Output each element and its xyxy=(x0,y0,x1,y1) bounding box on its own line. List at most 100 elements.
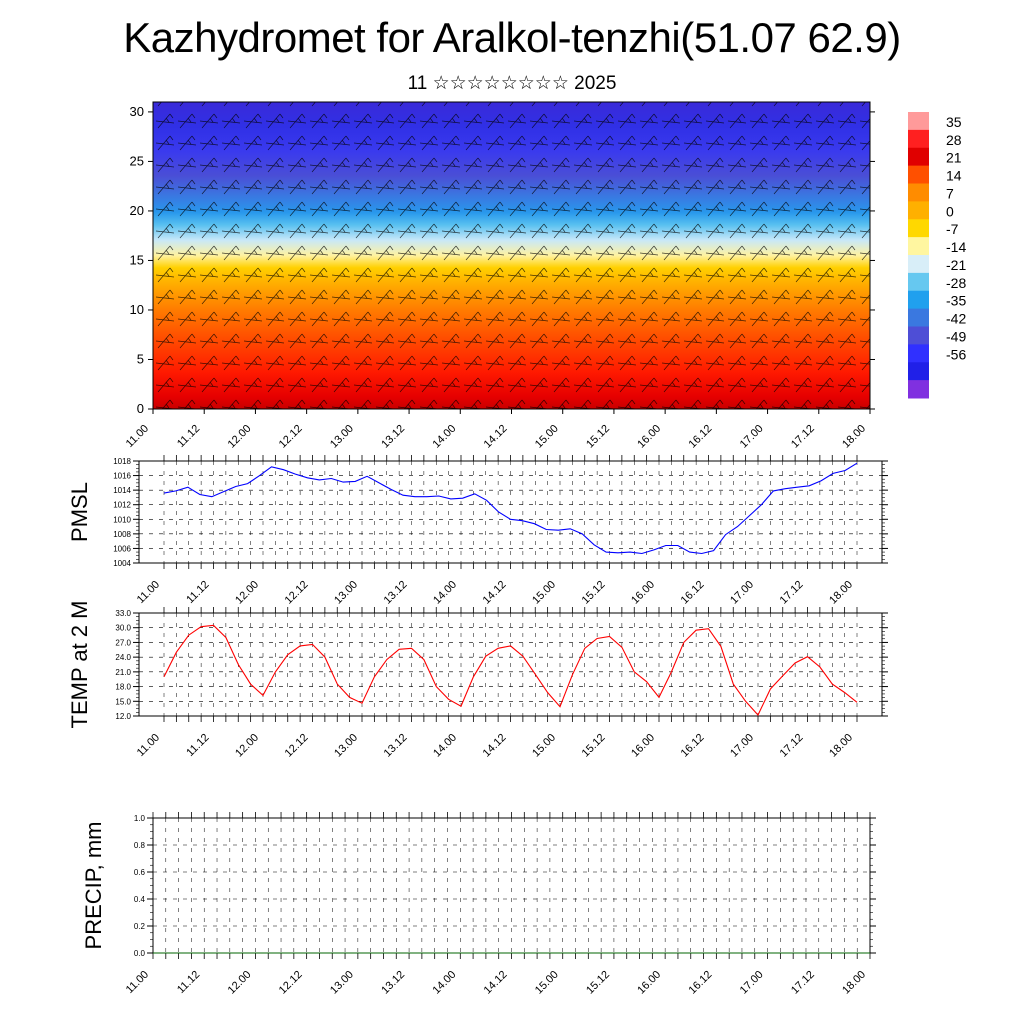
heatmap-x-tick-label: 15.00 xyxy=(533,423,561,451)
y-tick-label: 1.0 xyxy=(134,814,146,823)
x-tick-label: 15.12 xyxy=(580,579,608,607)
colorbar-swatch xyxy=(908,165,929,184)
heatmap-y-tick-label: 20 xyxy=(130,203,144,218)
colorbar-label: -7 xyxy=(946,221,959,237)
y-tick-label: 0.4 xyxy=(134,895,146,904)
page-title: Kazhydromet for Aralkol-tenzhi(51.07 62.… xyxy=(123,14,901,61)
heatmap-x-tick-label: 18.00 xyxy=(840,423,868,451)
colorbar-swatch xyxy=(908,201,929,220)
x-tick-label: 15.12 xyxy=(580,732,608,760)
heatmap-y-tick-label: 10 xyxy=(130,302,144,317)
heatmap-x-tick-label: 14.12 xyxy=(482,423,510,451)
colorbar-swatch xyxy=(908,308,929,327)
y-tick-label: 1012 xyxy=(113,501,131,510)
x-tick-label: 17.00 xyxy=(738,969,766,997)
y-tick-label: 33.0 xyxy=(115,609,131,618)
colorbar-label: -56 xyxy=(946,346,966,362)
x-tick-label: 13.00 xyxy=(328,969,356,997)
y-tick-label: 0.0 xyxy=(134,949,146,958)
x-tick-label: 18.00 xyxy=(840,969,868,997)
colorbar-label: -28 xyxy=(946,275,966,291)
t2m-line xyxy=(163,624,858,716)
heatmap-x-tick-label: 16.12 xyxy=(687,423,715,451)
heatmap-x-tick-label: 13.00 xyxy=(328,423,356,451)
colorbar-swatch xyxy=(908,272,929,292)
x-tick-label: 12.12 xyxy=(277,969,305,997)
heatmap-x-tick-label: 12.00 xyxy=(226,423,254,451)
x-tick-label: 11.12 xyxy=(184,732,211,759)
y-tick-label: 12.0 xyxy=(115,712,131,721)
page-subtitle: 11 ☆☆☆☆☆☆☆☆ 2025 xyxy=(407,73,617,94)
panel-t2m: 12.0 15.0 18.0 21.0 24.0 27.0 30.0 33.0 11.00 11.… xyxy=(67,601,888,760)
colorbar-label: 7 xyxy=(946,185,954,201)
x-tick-label: 12.12 xyxy=(283,579,311,607)
x-tick-label: 11.00 xyxy=(135,579,162,606)
colorbar-swatch xyxy=(908,237,929,256)
x-tick-label: 17.00 xyxy=(728,579,756,607)
x-tick-label: 15.00 xyxy=(533,969,561,997)
x-tick-label: 15.12 xyxy=(584,969,612,997)
pmsl-line xyxy=(163,462,858,555)
y-tick-label: 1016 xyxy=(113,472,131,481)
y-tick-label: 21.0 xyxy=(115,668,131,677)
y-axis-label: TEMP at 2 M xyxy=(67,601,92,729)
x-tick-label: 13.12 xyxy=(379,969,407,997)
x-tick-label: 16.00 xyxy=(629,732,657,760)
heatmap-y-tick-label: 5 xyxy=(137,351,144,366)
x-tick-label: 14.00 xyxy=(431,732,459,760)
x-tick-label: 11.00 xyxy=(124,969,151,996)
chart-panels: 0 5 10 15 20 25 30 11.00 11.12 12.00 12.12 13.00 13.… xyxy=(67,101,966,997)
heatmap-field xyxy=(153,102,870,409)
colorbar-swatch xyxy=(908,290,929,310)
y-tick-label: 18.0 xyxy=(115,683,131,692)
x-tick-label: 17.00 xyxy=(728,732,756,760)
colorbar-swatch xyxy=(908,112,929,131)
colorbar-label: -35 xyxy=(946,293,966,309)
x-tick-label: 16.00 xyxy=(629,579,657,607)
y-tick-label: 1014 xyxy=(113,486,131,495)
x-tick-label: 17.12 xyxy=(789,969,817,997)
x-tick-label: 11.12 xyxy=(175,969,202,996)
y-tick-label: 1018 xyxy=(113,457,131,466)
y-tick-label: 0.2 xyxy=(134,922,146,931)
colorbar-label: 0 xyxy=(946,203,954,219)
y-tick-label: 30.0 xyxy=(115,624,131,633)
x-tick-label: 11.00 xyxy=(135,732,162,759)
x-tick-label: 17.12 xyxy=(778,732,806,760)
colorbar-label: 14 xyxy=(946,168,962,184)
x-tick-label: 14.00 xyxy=(430,969,458,997)
x-tick-label: 14.12 xyxy=(482,969,510,997)
x-tick-label: 14.12 xyxy=(481,579,509,607)
x-tick-label: 14.12 xyxy=(481,732,509,760)
heatmap-x-tick-label: 15.12 xyxy=(584,423,612,451)
heatmap-x-tick-label: 16.00 xyxy=(635,423,663,451)
x-tick-label: 12.00 xyxy=(233,732,261,760)
x-tick-label: 16.12 xyxy=(679,732,707,760)
heatmap-x-tick-label: 12.12 xyxy=(277,423,305,451)
colorbar-label: 35 xyxy=(946,114,962,130)
x-tick-label: 11.12 xyxy=(184,579,211,606)
x-tick-label: 14.00 xyxy=(431,579,459,607)
colorbar-swatch xyxy=(908,183,929,202)
heatmap-y-tick-label: 25 xyxy=(130,153,144,168)
x-tick-label: 12.00 xyxy=(233,579,261,607)
colorbar-swatch xyxy=(908,362,929,381)
heatmap-y-tick-label: 30 xyxy=(130,104,144,119)
colorbar-label: 28 xyxy=(946,132,962,148)
x-tick-label: 16.12 xyxy=(679,579,707,607)
heatmap-x-tick-label: 11.12 xyxy=(175,423,202,450)
x-tick-label: 16.00 xyxy=(635,969,663,997)
y-tick-label: 1004 xyxy=(113,559,131,568)
colorbar-swatch xyxy=(908,219,929,238)
y-tick-label: 24.0 xyxy=(115,653,131,662)
colorbar-swatch xyxy=(908,344,929,363)
colorbar-swatch xyxy=(908,380,929,399)
y-tick-label: 15.0 xyxy=(115,697,131,706)
heatmap-x-tick-label: 11.00 xyxy=(124,423,151,450)
heatmap-y-tick-label: 15 xyxy=(130,252,144,267)
x-tick-label: 15.00 xyxy=(530,579,558,607)
colorbar-label: -42 xyxy=(946,311,966,327)
colorbar-swatch xyxy=(908,129,929,149)
x-tick-label: 12.00 xyxy=(226,969,254,997)
